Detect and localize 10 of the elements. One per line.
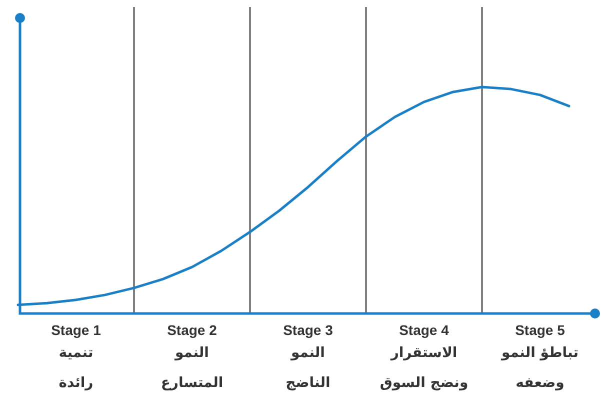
text: Stage 4 — [398, 322, 450, 338]
text: الاستقرار ونضج السوق — [378, 344, 470, 393]
text: Stage 1 — [50, 322, 102, 338]
text: Stage 5 — [514, 322, 566, 338]
text: تنمية رائدة — [58, 344, 94, 393]
text: النمو المتسارع — [160, 344, 224, 393]
text: Stage 3 — [282, 322, 334, 338]
text: تباطؤ النمو وضعفه — [500, 344, 580, 393]
text: Stage 2 — [166, 322, 218, 338]
text: النمو الناضج — [284, 344, 332, 393]
